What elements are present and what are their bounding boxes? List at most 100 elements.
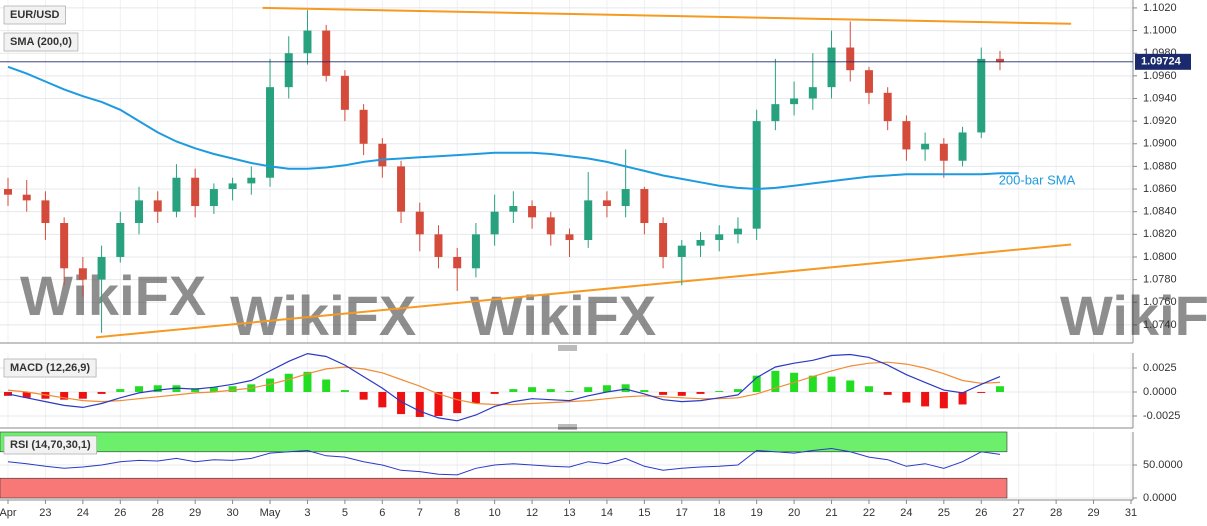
histogram-bar bbox=[995, 386, 1004, 392]
candle-body bbox=[97, 256, 106, 280]
y-tick-label: 1.0860 bbox=[1143, 183, 1177, 195]
histogram-bar bbox=[528, 387, 537, 392]
panel-label: SMA (200,0) bbox=[10, 36, 72, 48]
histogram-bar bbox=[22, 391, 31, 398]
x-tick-label: 12 bbox=[526, 507, 538, 519]
x-tick-label: 28 bbox=[1050, 507, 1062, 519]
candle-body bbox=[78, 268, 87, 280]
candle-body bbox=[752, 121, 761, 229]
histogram-bar bbox=[939, 391, 948, 409]
x-tick-label: 10 bbox=[489, 507, 501, 519]
candle-body bbox=[60, 223, 69, 269]
histogram-bar bbox=[677, 391, 686, 396]
histogram-bar bbox=[490, 391, 499, 394]
candle-body bbox=[846, 47, 855, 71]
candle-body bbox=[397, 166, 406, 212]
panel-label: RSI (14,70,30,1) bbox=[10, 439, 91, 451]
y-tick-label: 1.0780 bbox=[1143, 274, 1177, 286]
x-tick-label: 3 bbox=[304, 507, 310, 519]
candle-body bbox=[565, 234, 574, 240]
histogram-bar bbox=[733, 389, 742, 392]
histogram-bar bbox=[116, 389, 125, 392]
watermark: WikiFX bbox=[470, 284, 656, 347]
x-tick-label: 8 bbox=[454, 507, 460, 519]
candle-body bbox=[340, 75, 349, 110]
histogram-bar bbox=[97, 391, 106, 394]
candle-body bbox=[434, 234, 443, 257]
x-tick-label: 13 bbox=[563, 507, 575, 519]
histogram-bar bbox=[902, 391, 911, 403]
y-tick-label: 0.0000 bbox=[1143, 492, 1177, 504]
histogram-bar bbox=[958, 391, 967, 405]
histogram-bar bbox=[340, 390, 349, 392]
histogram-bar bbox=[584, 387, 593, 392]
x-tick-label: 21 bbox=[825, 507, 837, 519]
label-box bbox=[3, 358, 97, 378]
x-tick-label: 26 bbox=[114, 507, 126, 519]
y-tick-label: 1.1020 bbox=[1143, 2, 1177, 14]
candle-body bbox=[41, 200, 50, 224]
candle-body bbox=[22, 194, 31, 201]
x-tick-label: 22 bbox=[863, 507, 875, 519]
y-tick-label: 1.0960 bbox=[1143, 70, 1177, 82]
histogram-bar bbox=[977, 391, 986, 393]
y-tick-label: 1.0880 bbox=[1143, 160, 1177, 172]
histogram-bar bbox=[228, 386, 237, 392]
x-tick-label: 7 bbox=[417, 507, 423, 519]
x-tick-label: 30 bbox=[226, 507, 238, 519]
histogram-bar bbox=[378, 391, 387, 408]
x-tick-label: 14 bbox=[601, 507, 613, 519]
histogram-bar bbox=[621, 384, 630, 392]
x-tick-label: 29 bbox=[1087, 507, 1099, 519]
candle-body bbox=[584, 200, 593, 240]
panel-label: EUR/USD bbox=[10, 9, 60, 21]
x-tick-label: 5 bbox=[342, 507, 348, 519]
histogram-bar bbox=[771, 370, 780, 392]
trend-line bbox=[262, 6, 1072, 25]
candle-body bbox=[322, 30, 331, 76]
x-tick-label: 19 bbox=[751, 507, 763, 519]
histogram-bar bbox=[640, 390, 649, 392]
candle-body bbox=[621, 189, 630, 207]
candle-body bbox=[228, 183, 237, 190]
histogram-bar bbox=[434, 391, 443, 416]
histogram-bar bbox=[752, 375, 761, 392]
y-tick-label: -0.0025 bbox=[1143, 410, 1180, 422]
candle-body bbox=[247, 177, 256, 184]
y-tick-label: 1.0800 bbox=[1143, 251, 1177, 263]
candle-body bbox=[864, 70, 873, 93]
x-tick-label: 26 bbox=[975, 507, 987, 519]
histogram-bar bbox=[696, 391, 705, 394]
histogram-bar bbox=[191, 388, 200, 392]
x-tick-label: 20 bbox=[788, 507, 800, 519]
candle-body bbox=[659, 223, 668, 257]
x-tick-label: Apr bbox=[0, 507, 17, 519]
label-box bbox=[3, 435, 98, 455]
candle-body bbox=[977, 58, 986, 133]
x-tick-label: 24 bbox=[77, 507, 89, 519]
histogram-bar bbox=[359, 391, 368, 400]
candle-body bbox=[471, 234, 480, 269]
candle-body bbox=[883, 92, 892, 122]
y-tick-label: 50.0000 bbox=[1143, 459, 1183, 471]
histogram-bar bbox=[883, 391, 892, 395]
x-tick-label: 25 bbox=[938, 507, 950, 519]
label-box bbox=[3, 5, 66, 25]
y-tick-label: 1.0940 bbox=[1143, 92, 1177, 104]
last-price-label: 1.09724 bbox=[1141, 56, 1182, 68]
histogram-bar bbox=[921, 391, 930, 407]
trend-line bbox=[95, 243, 1072, 339]
candle-body bbox=[135, 200, 144, 224]
x-tick-label: May bbox=[260, 507, 281, 519]
x-tick-label: 17 bbox=[676, 507, 688, 519]
histogram-bar bbox=[397, 391, 406, 415]
panel-label: MACD (12,26,9) bbox=[10, 362, 90, 374]
histogram-bar bbox=[715, 391, 724, 392]
histogram-bar bbox=[546, 389, 555, 392]
histogram-bar bbox=[602, 385, 611, 392]
histogram-bar bbox=[846, 380, 855, 392]
watermark: WikiFX bbox=[1060, 284, 1207, 347]
y-tick-label: 0.0025 bbox=[1143, 362, 1177, 374]
y-tick-label: 0.0000 bbox=[1143, 386, 1177, 398]
